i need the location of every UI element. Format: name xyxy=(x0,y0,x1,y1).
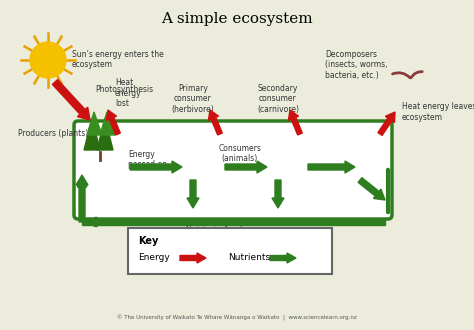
Text: Nutrients: Nutrients xyxy=(228,253,270,262)
FancyArrow shape xyxy=(187,180,199,208)
FancyArrow shape xyxy=(76,175,88,222)
Polygon shape xyxy=(87,112,102,135)
FancyBboxPatch shape xyxy=(128,228,332,274)
Text: Photosynthesis: Photosynthesis xyxy=(95,85,153,94)
FancyArrow shape xyxy=(82,219,385,225)
Polygon shape xyxy=(97,118,113,150)
Text: Heat
energy
lost: Heat energy lost xyxy=(115,78,142,108)
Text: © The University of Waikato Te Whare Wānanga o Waikato  |  www.sciencelearn.org.: © The University of Waikato Te Whare Wān… xyxy=(117,315,357,321)
FancyArrow shape xyxy=(358,178,385,200)
FancyArrow shape xyxy=(225,161,267,173)
Text: Decomposers
(insects, worms,
bacteria, etc.): Decomposers (insects, worms, bacteria, e… xyxy=(325,50,388,80)
FancyBboxPatch shape xyxy=(74,121,392,219)
FancyArrow shape xyxy=(130,161,182,173)
Text: Primary
consumer
(herbivore): Primary consumer (herbivore) xyxy=(172,84,214,114)
Text: Heat energy leaves
ecosystem: Heat energy leaves ecosystem xyxy=(402,102,474,122)
FancyArrow shape xyxy=(209,110,222,135)
FancyArrow shape xyxy=(180,253,206,263)
Circle shape xyxy=(30,42,66,78)
Text: Producers (plants): Producers (plants) xyxy=(18,129,88,139)
Text: Nutrients for decomposers: Nutrients for decomposers xyxy=(186,226,288,235)
Text: Energy: Energy xyxy=(138,253,170,262)
FancyArrow shape xyxy=(272,180,284,208)
FancyArrow shape xyxy=(308,161,355,173)
Text: Secondary
consumer
(carnivore): Secondary consumer (carnivore) xyxy=(257,84,299,114)
Text: A simple ecosystem: A simple ecosystem xyxy=(161,12,313,26)
FancyArrow shape xyxy=(53,80,90,120)
FancyArrow shape xyxy=(106,110,120,135)
FancyArrow shape xyxy=(270,253,296,263)
Text: Consumers
(animals): Consumers (animals) xyxy=(219,144,262,163)
Polygon shape xyxy=(100,112,115,135)
Polygon shape xyxy=(84,118,100,150)
FancyArrow shape xyxy=(378,112,395,135)
Text: Sun’s energy enters the
ecosystem: Sun’s energy enters the ecosystem xyxy=(72,50,164,69)
Text: Energy
passed on: Energy passed on xyxy=(128,150,167,169)
FancyArrow shape xyxy=(288,110,302,135)
Text: Key: Key xyxy=(138,236,158,246)
